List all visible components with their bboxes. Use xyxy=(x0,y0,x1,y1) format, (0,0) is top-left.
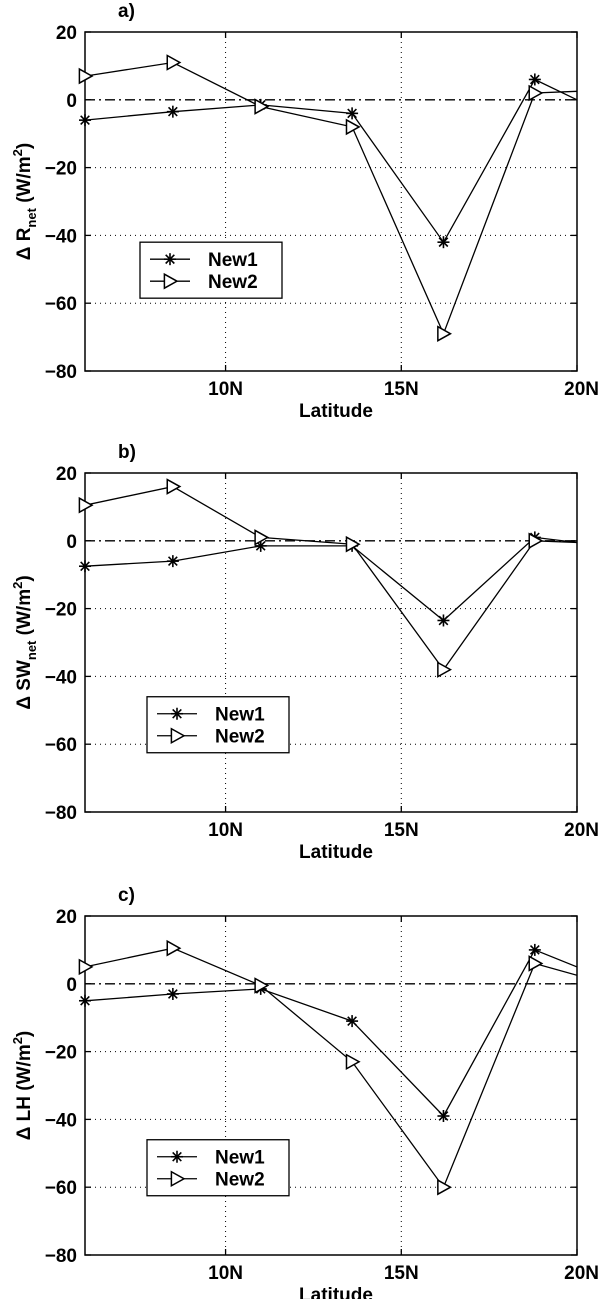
y-tick-label: −60 xyxy=(45,735,77,756)
plot-frame xyxy=(84,472,578,813)
y-tick-label: −40 xyxy=(45,1110,77,1131)
data-point-new2 xyxy=(437,325,453,342)
y-tick-label: −60 xyxy=(45,1178,77,1199)
panel-label: c) xyxy=(118,885,135,906)
x-tick-label: 20N xyxy=(564,379,599,400)
legend-label: New1 xyxy=(215,705,265,726)
y-tick-label: −40 xyxy=(45,667,77,688)
legend-marker-new1 xyxy=(171,1150,183,1163)
data-point-new2 xyxy=(345,535,361,553)
y-tick-label: −40 xyxy=(45,226,77,247)
data-point-new2 xyxy=(528,84,544,102)
data-point-new2 xyxy=(254,98,270,115)
data-point-new2 xyxy=(78,67,94,85)
y-axis-label: Δ Rnet (W/m2) xyxy=(10,143,39,260)
data-point-new1 xyxy=(346,1015,359,1028)
y-tick-label: 20 xyxy=(56,907,77,928)
series-line-new2 xyxy=(85,485,577,671)
y-tick-label: 20 xyxy=(56,464,77,485)
plot-frame xyxy=(84,915,578,1256)
plot-frame xyxy=(84,31,578,372)
legend-label: New2 xyxy=(208,272,258,293)
legend-marker-new1 xyxy=(171,707,183,720)
data-point-new2 xyxy=(345,1053,361,1071)
x-tick-label: 20N xyxy=(564,820,599,841)
data-point-new1 xyxy=(166,555,179,568)
chart-panel-3: c) 20 0 −20 −40 −60 −80 10N 15N 20N Latitude Δ LH (… xyxy=(10,885,599,1299)
y-axis-label: Δ SWnet (W/m2) xyxy=(10,575,39,709)
y-tick-label: −60 xyxy=(45,294,77,315)
legend-label: New2 xyxy=(215,727,265,748)
data-point-new2 xyxy=(437,1178,453,1196)
data-point-new1 xyxy=(437,236,450,249)
data-point-new2 xyxy=(254,977,270,994)
panel-label: b) xyxy=(118,442,136,463)
y-tick-label: −80 xyxy=(45,1246,77,1267)
x-tick-label: 10N xyxy=(208,1263,243,1284)
legend-marker-new2 xyxy=(163,272,179,290)
chart-panel-1: a) 20 0 −20 −40 −60 −80 10N 15N 20N Latitude Δ Rnet… xyxy=(10,1,599,422)
x-tick-label: 15N xyxy=(384,379,419,400)
x-tick-label: 10N xyxy=(208,379,243,400)
data-point-new2 xyxy=(78,958,94,976)
y-tick-label: 0 xyxy=(66,91,77,112)
y-tick-label: 0 xyxy=(66,532,77,553)
data-point-new1 xyxy=(79,560,91,573)
series-line-new1 xyxy=(85,949,577,1118)
data-point-new2 xyxy=(78,496,94,514)
data-point-new1 xyxy=(79,994,91,1007)
x-tick-label: 10N xyxy=(208,820,243,841)
x-tick-label: 20N xyxy=(564,1263,599,1284)
series-line-new1 xyxy=(85,536,577,622)
data-point-new2 xyxy=(528,532,544,550)
x-tick-label: 15N xyxy=(384,820,419,841)
legend-marker-new2 xyxy=(170,727,186,745)
data-point-new1 xyxy=(166,987,179,1000)
y-tick-label: 0 xyxy=(66,975,77,996)
y-tick-label: −20 xyxy=(45,1043,77,1064)
y-tick-label: −20 xyxy=(45,600,77,621)
legend-marker-new1 xyxy=(164,253,176,266)
legend-label: New1 xyxy=(215,1148,265,1169)
data-point-new2 xyxy=(254,529,270,546)
legend-marker-new2 xyxy=(170,1170,186,1188)
x-axis-label: Latitude xyxy=(299,401,373,422)
y-tick-label: 20 xyxy=(56,23,77,44)
data-point-new1 xyxy=(528,943,541,956)
data-point-new1 xyxy=(166,105,179,118)
legend-label: New1 xyxy=(208,250,258,271)
y-tick-label: −20 xyxy=(45,159,77,180)
y-tick-label: −80 xyxy=(45,803,77,824)
data-point-new2 xyxy=(166,478,182,495)
data-point-new1 xyxy=(79,114,91,127)
data-point-new1 xyxy=(528,73,541,86)
data-point-new2 xyxy=(166,54,182,71)
data-point-new2 xyxy=(345,118,361,136)
chart-panel-2: b) 20 0 −20 −40 −60 −80 10N 15N 20N Latitude Δ SWne… xyxy=(10,442,599,863)
data-point-new2 xyxy=(166,939,182,957)
y-axis-label: Δ LH (W/m2) xyxy=(10,1031,35,1141)
panel-label: a) xyxy=(118,1,135,22)
data-point-new1 xyxy=(437,614,450,627)
x-axis-label: Latitude xyxy=(299,1285,373,1299)
x-axis-label: Latitude xyxy=(299,842,373,863)
data-point-new1 xyxy=(346,107,359,120)
data-point-new2 xyxy=(528,955,544,972)
series-line-new1 xyxy=(85,78,577,244)
y-tick-label: −80 xyxy=(45,362,77,383)
data-point-new2 xyxy=(437,661,453,678)
legend-label: New2 xyxy=(215,1170,265,1191)
x-tick-label: 15N xyxy=(384,1263,419,1284)
data-point-new1 xyxy=(437,1110,450,1123)
